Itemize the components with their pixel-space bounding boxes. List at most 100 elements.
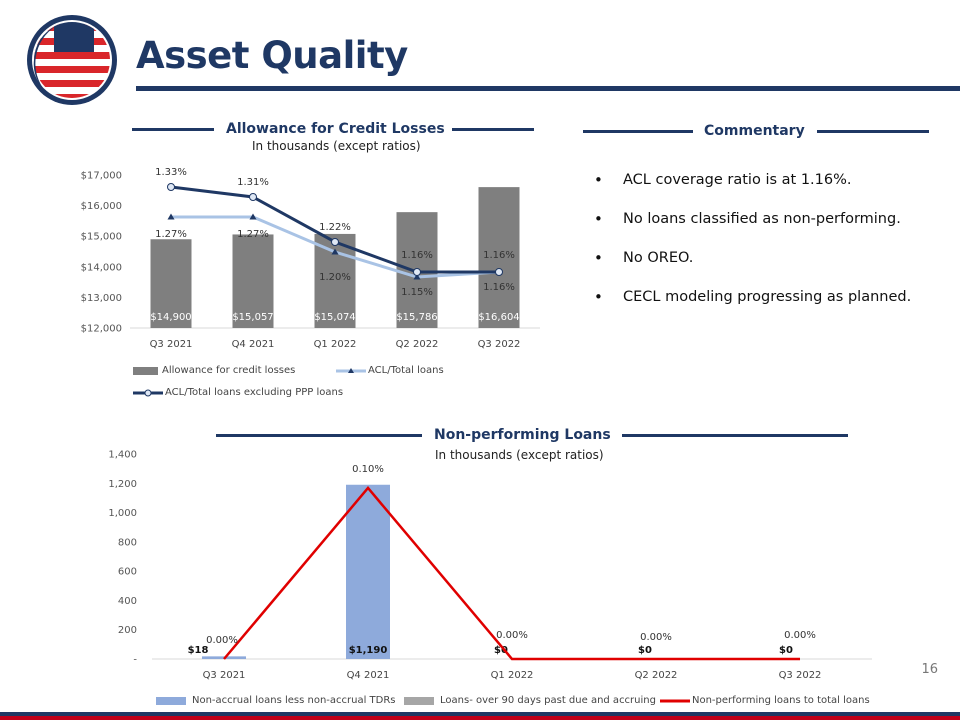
title-divider [136,86,960,91]
npl-bar-label: $1,190 [349,645,388,656]
acl-exppp-label: 1.16% [401,250,433,261]
acl-chart: $12,000 $13,000 $14,000 $15,000 $16,000 $17,0… [81,167,540,350]
legend-label: Loans- over 90 days past due and accruin… [440,695,656,706]
legend-swatch [133,366,158,375]
acl-exppp-marker [495,268,503,276]
npl-chart-subtitle: In thousands (except ratios) [435,448,604,462]
legend-swatch [404,696,434,705]
acl-chart-subtitle: In thousands (except ratios) [252,139,421,153]
x-tick-label: Q3 2021 [203,670,246,681]
x-tick-label: Q1 2022 [491,670,534,681]
npl-ratio-label: 0.00% [784,630,816,641]
commentary-title: Commentary [704,123,805,139]
npl-title-rule-right [622,434,848,437]
y-tick-label: 200 [118,625,137,636]
npl-legend-bar-pastdue: Loans- over 90 days past due and accruin… [404,695,656,706]
footer-bar [0,712,960,720]
commentary-rule-left [583,130,693,133]
page-title: Asset Quality [136,34,408,77]
y-tick-label: 1,200 [108,479,137,490]
acl-exppp-marker [413,268,421,276]
y-tick-label: $15,000 [81,232,122,243]
npl-ratio-label: 0.00% [496,630,528,641]
x-tick-label: Q4 2021 [232,339,275,350]
npl-legend-bar-nonaccrual: Non-accrual loans less non-accrual TDRs [156,695,396,706]
acl-bar-label: $14,900 [150,312,191,323]
acl-total-label: 1.27% [155,229,187,240]
y-tick-label: 800 [118,537,137,548]
x-tick-label: Q3 2022 [478,339,521,350]
acl-exppp-label: 1.33% [155,167,187,178]
acl-exppp-label: 1.22% [319,222,351,233]
npl-legend-line-ratio: Non-performing loans to total loans [660,695,870,706]
acl-bar-label: $16,604 [478,312,519,323]
company-logo [27,15,117,105]
npl-chart-title: Non-performing Loans [434,427,611,443]
y-tick-label: $17,000 [81,171,122,182]
npl-bar [346,484,390,659]
commentary-list: ACL coverage ratio is at 1.16%. No loans… [594,171,911,328]
x-tick-label: Q4 2021 [347,670,390,681]
acl-bar [478,187,520,328]
acl-legend-line-exppp: ACL/Total loans excluding PPP loans [133,387,343,398]
acl-exppp-marker [249,193,257,201]
legend-swatch [156,696,186,705]
y-tick-label: - [133,655,137,666]
acl-total-label: 1.20% [319,272,351,283]
y-tick-label: $14,000 [81,262,122,273]
acl-bar [232,234,274,328]
acl-exppp-marker [167,183,175,191]
npl-bar-label: $0 [779,645,793,656]
y-tick-label: $13,000 [81,293,122,304]
y-tick-label: 400 [118,596,137,607]
legend-label: Non-accrual loans less non-accrual TDRs [192,695,396,706]
legend-swatch [133,389,163,396]
npl-ratio-line [223,486,800,661]
legend-swatch [660,699,690,702]
commentary-rule-right [817,130,929,133]
acl-legend-bar: Allowance for credit losses [133,365,295,376]
acl-title-rule-right [452,128,534,131]
acl-bar-label: $15,057 [232,312,273,323]
acl-bar-label: $15,074 [314,312,355,323]
acl-total-marker [167,213,175,220]
acl-total-marker [413,273,421,280]
npl-chart: - 200 400 600 800 1,000 1,200 1,400 $18 $1,190 $0 $… [108,450,872,681]
npl-ratio-label: 0.00% [640,632,672,643]
npl-ratio-label: 0.10% [352,464,384,475]
acl-total-label: 1.15% [401,287,433,298]
acl-bar [150,239,192,328]
legend-label: ACL/Total loans [368,365,444,376]
acl-total-marker [331,248,339,255]
y-tick-label: 1,400 [108,450,137,461]
acl-exppp-label: 1.16% [483,250,515,261]
commentary-bullet: CECL modeling progressing as planned. [594,288,911,306]
y-tick-label: 600 [118,567,137,578]
npl-bar-label: $0 [494,645,508,656]
x-tick-label: Q2 2022 [396,339,439,350]
acl-total-label: 1.27% [237,229,269,240]
acl-exppp-marker [331,238,339,246]
legend-label: ACL/Total loans excluding PPP loans [165,387,344,398]
y-tick-label: $12,000 [81,324,122,335]
acl-legend-line-total: ACL/Total loans [336,365,444,376]
acl-total-marker [249,213,257,220]
legend-swatch [336,367,366,373]
x-tick-label: Q3 2022 [779,670,822,681]
legend-label: Allowance for credit losses [162,365,296,376]
commentary-bullet: No loans classified as non-performing. [594,210,911,228]
legend-label: Non-performing loans to total loans [692,695,870,706]
acl-title-rule-left [132,128,214,131]
npl-ratio-label: 0.00% [206,635,238,646]
acl-bar-label: $15,786 [396,312,437,323]
commentary-bullet: ACL coverage ratio is at 1.16%. [594,171,911,189]
x-tick-label: Q2 2022 [635,670,678,681]
npl-bar-label: $0 [638,645,652,656]
y-tick-label: 1,000 [108,508,137,519]
npl-bar-label: $18 [188,645,209,656]
acl-chart-title: Allowance for Credit Losses [226,121,445,137]
page-number: 16 [921,662,938,677]
commentary-bullet: No OREO. [594,249,911,267]
y-tick-label: $16,000 [81,201,122,212]
npl-title-rule-left [216,434,422,437]
